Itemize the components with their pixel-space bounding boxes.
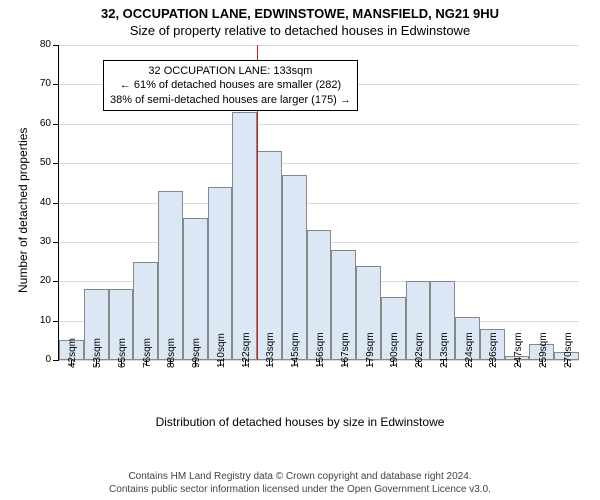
ytick	[53, 321, 59, 322]
histogram-bar	[257, 151, 282, 360]
gridline	[59, 203, 579, 204]
gridline	[59, 45, 579, 46]
xtick-label: 236sqm	[488, 332, 499, 368]
annotation-line3: 38% of semi-detached houses are larger (…	[110, 93, 351, 107]
xtick-label: 179sqm	[365, 332, 376, 368]
gridline	[59, 163, 579, 164]
gridline	[59, 124, 579, 125]
xtick-label: 145sqm	[290, 332, 301, 368]
ytick	[53, 124, 59, 125]
footer-line1: Contains HM Land Registry data © Crown c…	[0, 471, 600, 484]
ytick	[53, 84, 59, 85]
y-axis-label: Number of detached properties	[16, 127, 30, 292]
page-title-address: 32, OCCUPATION LANE, EDWINSTOWE, MANSFIE…	[0, 0, 600, 21]
ytick	[53, 163, 59, 164]
xtick-label: 76sqm	[142, 338, 153, 368]
ytick-label: 80	[21, 39, 51, 50]
xtick-label: 259sqm	[538, 332, 549, 368]
footer-line2: Contains public sector information licen…	[0, 484, 600, 497]
xtick-label: 122sqm	[241, 332, 252, 368]
ytick	[53, 45, 59, 46]
xtick-label: 190sqm	[389, 332, 400, 368]
ytick	[53, 203, 59, 204]
xtick-label: 88sqm	[166, 338, 177, 368]
chart-container: 0102030405060708042sqm53sqm65sqm76sqm88s…	[0, 40, 600, 440]
xtick-label: 156sqm	[315, 332, 326, 368]
xtick-label: 42sqm	[67, 338, 78, 368]
x-axis-label: Distribution of detached houses by size …	[0, 415, 600, 429]
xtick-label: 53sqm	[92, 338, 103, 368]
ytick-label: 70	[21, 78, 51, 89]
xtick-label: 247sqm	[513, 332, 524, 368]
ytick-label: 0	[21, 354, 51, 365]
xtick-label: 270sqm	[563, 332, 574, 368]
xtick-label: 110sqm	[216, 333, 227, 368]
xtick-label: 167sqm	[340, 332, 351, 368]
ytick	[53, 281, 59, 282]
xtick-label: 213sqm	[439, 332, 450, 368]
annotation-box: 32 OCCUPATION LANE: 133sqm ← 61% of deta…	[103, 60, 358, 111]
ytick	[53, 242, 59, 243]
footer: Contains HM Land Registry data © Crown c…	[0, 471, 600, 496]
page-title-subtitle: Size of property relative to detached ho…	[0, 21, 600, 38]
xtick-label: 224sqm	[464, 332, 475, 368]
xtick-label: 99sqm	[191, 338, 202, 368]
ytick-label: 10	[21, 315, 51, 326]
annotation-line1: 32 OCCUPATION LANE: 133sqm	[110, 64, 351, 78]
annotation-line2: ← 61% of detached houses are smaller (28…	[110, 78, 351, 92]
ytick	[53, 360, 59, 361]
xtick-label: 65sqm	[117, 338, 128, 368]
histogram-bar	[232, 112, 257, 360]
xtick-label: 133sqm	[265, 332, 276, 368]
xtick-label: 202sqm	[414, 332, 425, 368]
histogram-bar	[158, 191, 183, 360]
